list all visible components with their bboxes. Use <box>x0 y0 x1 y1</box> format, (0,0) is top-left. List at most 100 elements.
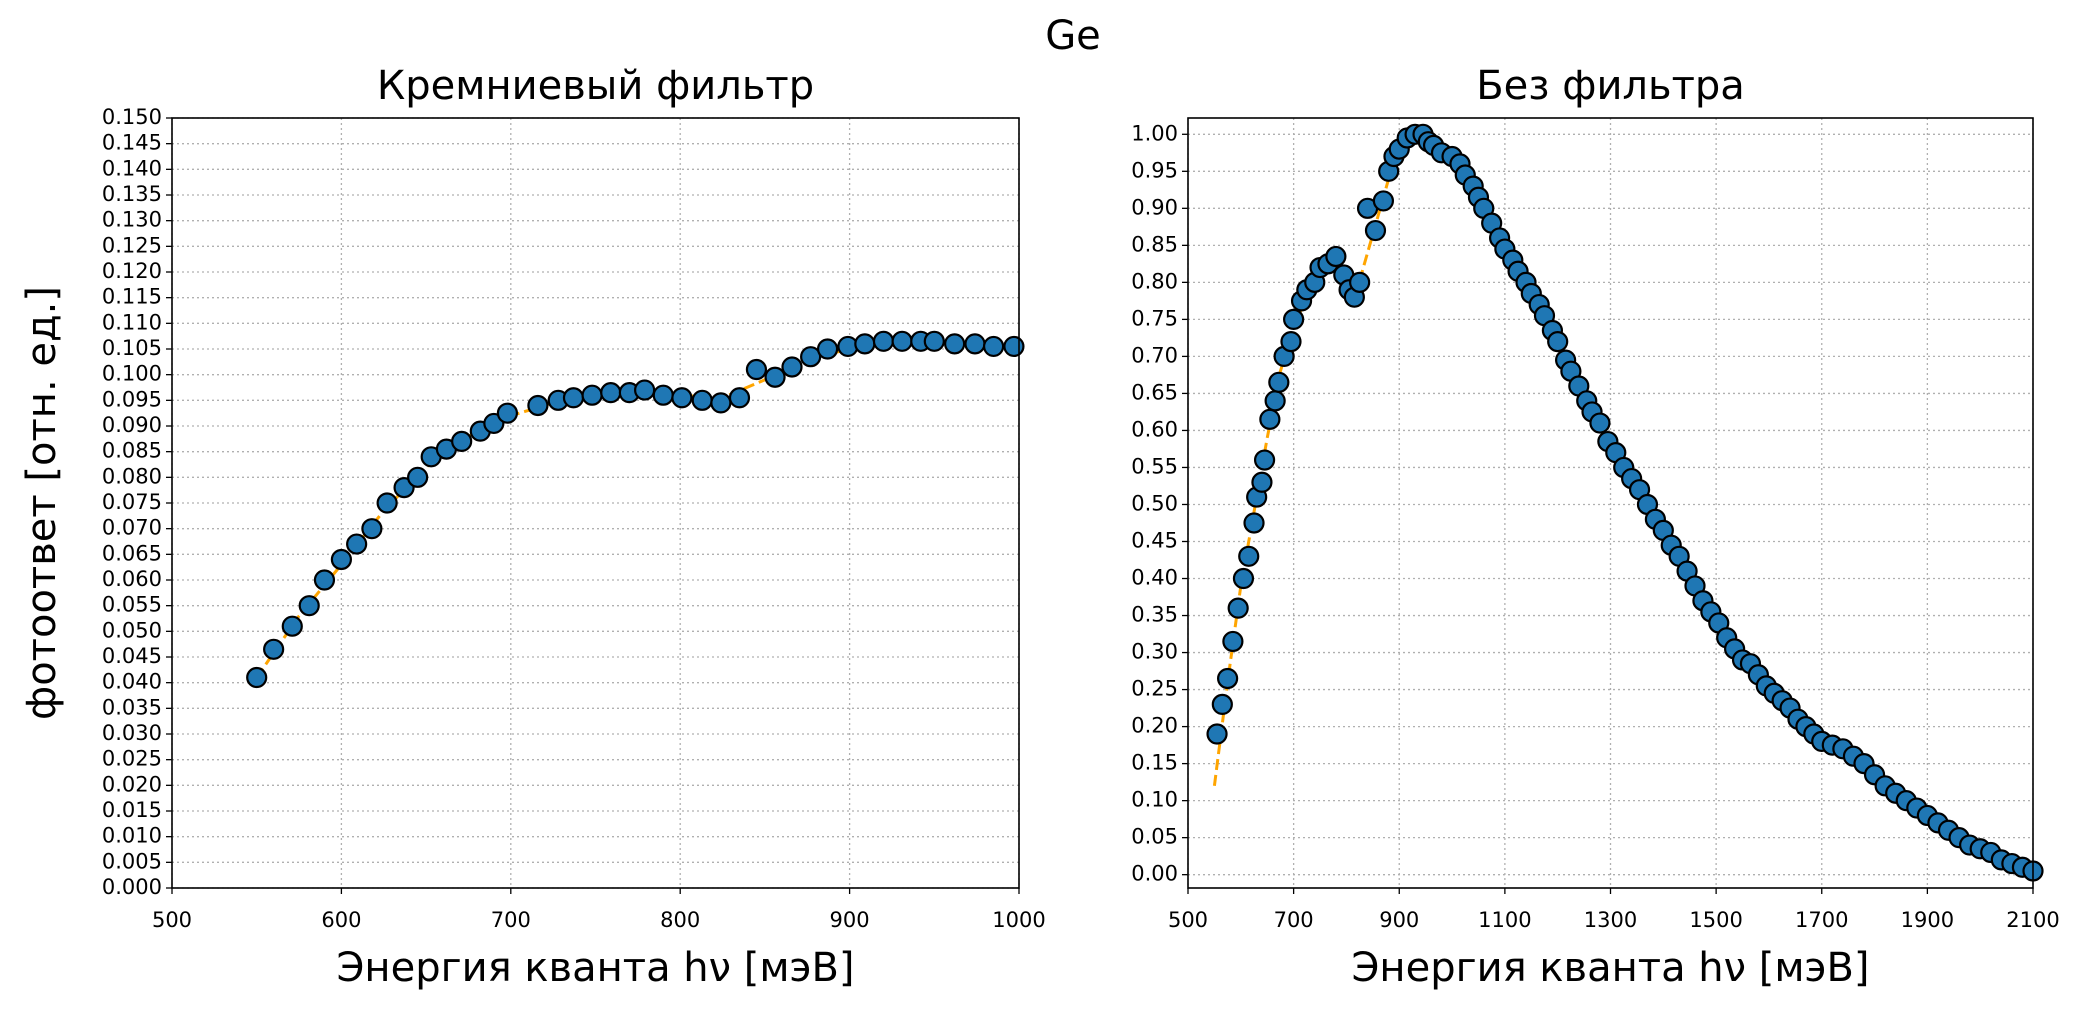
data-point <box>1264 390 1286 412</box>
y-tick-label: 0.070 <box>102 516 162 540</box>
y-tick-label: 0.05 <box>1131 825 1178 849</box>
data-point <box>1227 597 1249 619</box>
data-point <box>634 379 656 401</box>
y-tick-label: 0.25 <box>1131 677 1178 701</box>
data-point <box>1325 245 1347 268</box>
axes-frame <box>171 117 1020 889</box>
data-point <box>923 330 945 352</box>
data-point <box>451 430 473 452</box>
x-axis-label: Энергия кванта hν [мэВ] <box>1352 945 1870 991</box>
data-point <box>361 518 383 540</box>
data-point <box>1222 630 1244 653</box>
data-point <box>281 615 303 637</box>
x-tick-label: 2100 <box>2006 908 2059 932</box>
x-tick-label: 1000 <box>992 908 1045 932</box>
y-tick-label: 0.005 <box>102 849 162 873</box>
x-tick-label: 500 <box>152 908 192 932</box>
data-point <box>1206 723 1228 745</box>
y-tick-label: 0.010 <box>102 824 162 848</box>
y-tick-label: 0.080 <box>102 464 162 488</box>
subplot-title: Кремниевый фильтр <box>377 63 814 109</box>
data-point <box>964 333 986 355</box>
data-point <box>1372 190 1395 212</box>
y-tick-label: 0.105 <box>102 336 162 360</box>
x-tick-label: 1700 <box>1795 908 1848 932</box>
data-point <box>800 346 822 368</box>
data-point <box>691 389 713 411</box>
y-tick-label: 0.110 <box>102 310 162 334</box>
data-point <box>781 356 803 378</box>
y-tick-label: 0.145 <box>102 131 162 155</box>
y-tick-label: 0.00 <box>1131 862 1178 886</box>
data-point <box>1268 371 1290 393</box>
x-tick-label: 1300 <box>1584 908 1637 932</box>
data-point <box>1253 449 1276 471</box>
y-tick-label: 0.020 <box>102 772 162 796</box>
data-point <box>710 392 732 414</box>
data-point <box>1349 271 1371 293</box>
y-tick-label: 0.40 <box>1131 566 1178 590</box>
data-point <box>581 384 603 406</box>
data-point <box>313 569 336 591</box>
data-point <box>891 330 913 352</box>
y-tick-label: 0.060 <box>102 567 162 591</box>
data-point <box>1251 471 1273 493</box>
data-point <box>298 595 320 617</box>
data-point <box>728 387 751 409</box>
data-point <box>1364 219 1387 242</box>
y-tick-label: 0.075 <box>102 490 162 514</box>
x-tick-label: 700 <box>491 908 531 932</box>
data-point <box>407 466 429 488</box>
y-tick-label: 0.115 <box>102 285 162 309</box>
subplot-title: Без фильтра <box>1476 63 1745 109</box>
data-point <box>330 548 352 571</box>
y-tick-label: 0.015 <box>102 798 162 822</box>
y-tick-label: 0.75 <box>1131 306 1178 330</box>
x-tick-label: 600 <box>321 908 361 932</box>
data-point <box>346 533 368 555</box>
data-point <box>944 333 966 355</box>
y-tick-label: 0.030 <box>102 721 162 745</box>
y-tick-label: 0.040 <box>102 670 162 694</box>
data-point <box>1259 408 1281 430</box>
data-point <box>263 638 285 660</box>
data-point <box>671 387 693 409</box>
y-tick-label: 0.135 <box>102 182 162 206</box>
y-axis-label: фотоответ [отн. ед.] <box>19 286 65 720</box>
y-tick-label: 0.025 <box>102 747 162 771</box>
y-tick-label: 0.60 <box>1131 417 1178 441</box>
x-tick-label: 1100 <box>1478 908 1531 932</box>
y-tick-label: 0.15 <box>1131 751 1178 775</box>
x-tick-label: 900 <box>1379 908 1419 932</box>
y-tick-label: 0.140 <box>102 156 162 180</box>
data-point <box>1232 567 1255 590</box>
y-tick-label: 0.150 <box>102 105 162 129</box>
y-tick-label: 0.20 <box>1131 714 1178 738</box>
data-point <box>496 402 519 424</box>
axes-frame <box>1187 117 2034 889</box>
data-point <box>246 666 268 689</box>
data-point <box>1211 693 1233 715</box>
y-tick-label: 0.090 <box>102 413 162 437</box>
data-point <box>1589 412 1611 434</box>
y-tick-label: 0.10 <box>1131 788 1178 812</box>
y-tick-label: 0.65 <box>1131 380 1178 404</box>
y-tick-label: 0.50 <box>1131 491 1178 515</box>
y-tick-label: 0.065 <box>102 541 162 565</box>
x-tick-label: 500 <box>1168 908 1208 932</box>
y-tick-label: 0.095 <box>102 387 162 411</box>
x-tick-label: 1500 <box>1689 908 1742 932</box>
y-tick-label: 1.00 <box>1131 121 1178 145</box>
y-tick-label: 0.000 <box>102 875 162 899</box>
y-tick-label: 0.80 <box>1131 269 1178 293</box>
y-tick-label: 0.95 <box>1131 158 1178 182</box>
y-tick-label: 0.55 <box>1131 454 1178 478</box>
y-tick-label: 0.85 <box>1131 232 1178 256</box>
data-point <box>764 366 786 388</box>
y-tick-label: 0.70 <box>1131 343 1178 367</box>
x-axis-label: Энергия кванта hν [мэВ] <box>337 945 855 991</box>
data-point <box>1217 667 1239 690</box>
data-point <box>872 330 895 352</box>
